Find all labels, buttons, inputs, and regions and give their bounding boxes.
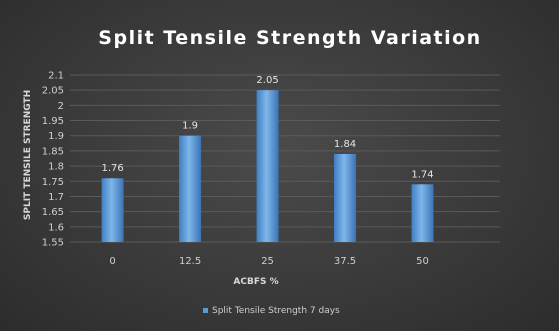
y-tick-label: 1.7 — [48, 192, 64, 203]
data-labels: 1.76 1.9 2.05 1.84 1.74 — [101, 75, 433, 180]
bar — [411, 184, 434, 242]
x-tick-label: 0 — [109, 256, 115, 267]
y-tick-label: 1.9 — [48, 131, 64, 142]
chart-title: Split Tensile Strength Variation — [98, 27, 481, 49]
y-tick-label: 1.85 — [42, 146, 64, 157]
y-tick-label: 1.95 — [42, 116, 64, 127]
y-tick-label: 1.8 — [48, 162, 64, 173]
x-tick-label: 37.5 — [334, 256, 356, 267]
bar — [179, 135, 202, 242]
bars — [101, 90, 434, 242]
x-tick-label: 50 — [416, 256, 429, 267]
y-tick-label: 2.05 — [42, 86, 64, 97]
y-tick-label: 1.65 — [42, 207, 64, 218]
y-tick-label: 1.75 — [42, 177, 64, 188]
x-axis-ticks: 0 12.5 25 37.5 50 — [109, 256, 428, 267]
legend-swatch — [203, 308, 208, 313]
y-axis-ticks: 2.1 2.05 2 1.95 1.9 1.85 1.8 1.75 1.7 1.65 1.6 1.55 — [42, 71, 64, 249]
x-tick-label: 12.5 — [179, 256, 201, 267]
data-label: 1.76 — [101, 163, 123, 174]
y-tick-label: 2 — [58, 101, 64, 112]
bar — [101, 178, 124, 242]
y-tick-label: 2.1 — [48, 71, 64, 82]
data-label: 2.05 — [256, 75, 278, 86]
data-label: 1.84 — [334, 139, 356, 150]
data-label: 1.9 — [182, 121, 198, 132]
y-axis-title: SPLIT TENSILE STRENGTH — [23, 90, 33, 220]
x-tick-label: 25 — [261, 256, 274, 267]
y-tick-label: 1.55 — [42, 238, 64, 249]
bar — [256, 90, 279, 242]
bar — [334, 153, 357, 242]
legend-label: Split Tensile Strength 7 days — [212, 306, 340, 316]
y-tick-label: 1.6 — [48, 222, 64, 233]
data-label: 1.74 — [411, 169, 433, 180]
x-axis-title: ACBFS % — [233, 277, 278, 287]
gridlines — [70, 74, 500, 243]
